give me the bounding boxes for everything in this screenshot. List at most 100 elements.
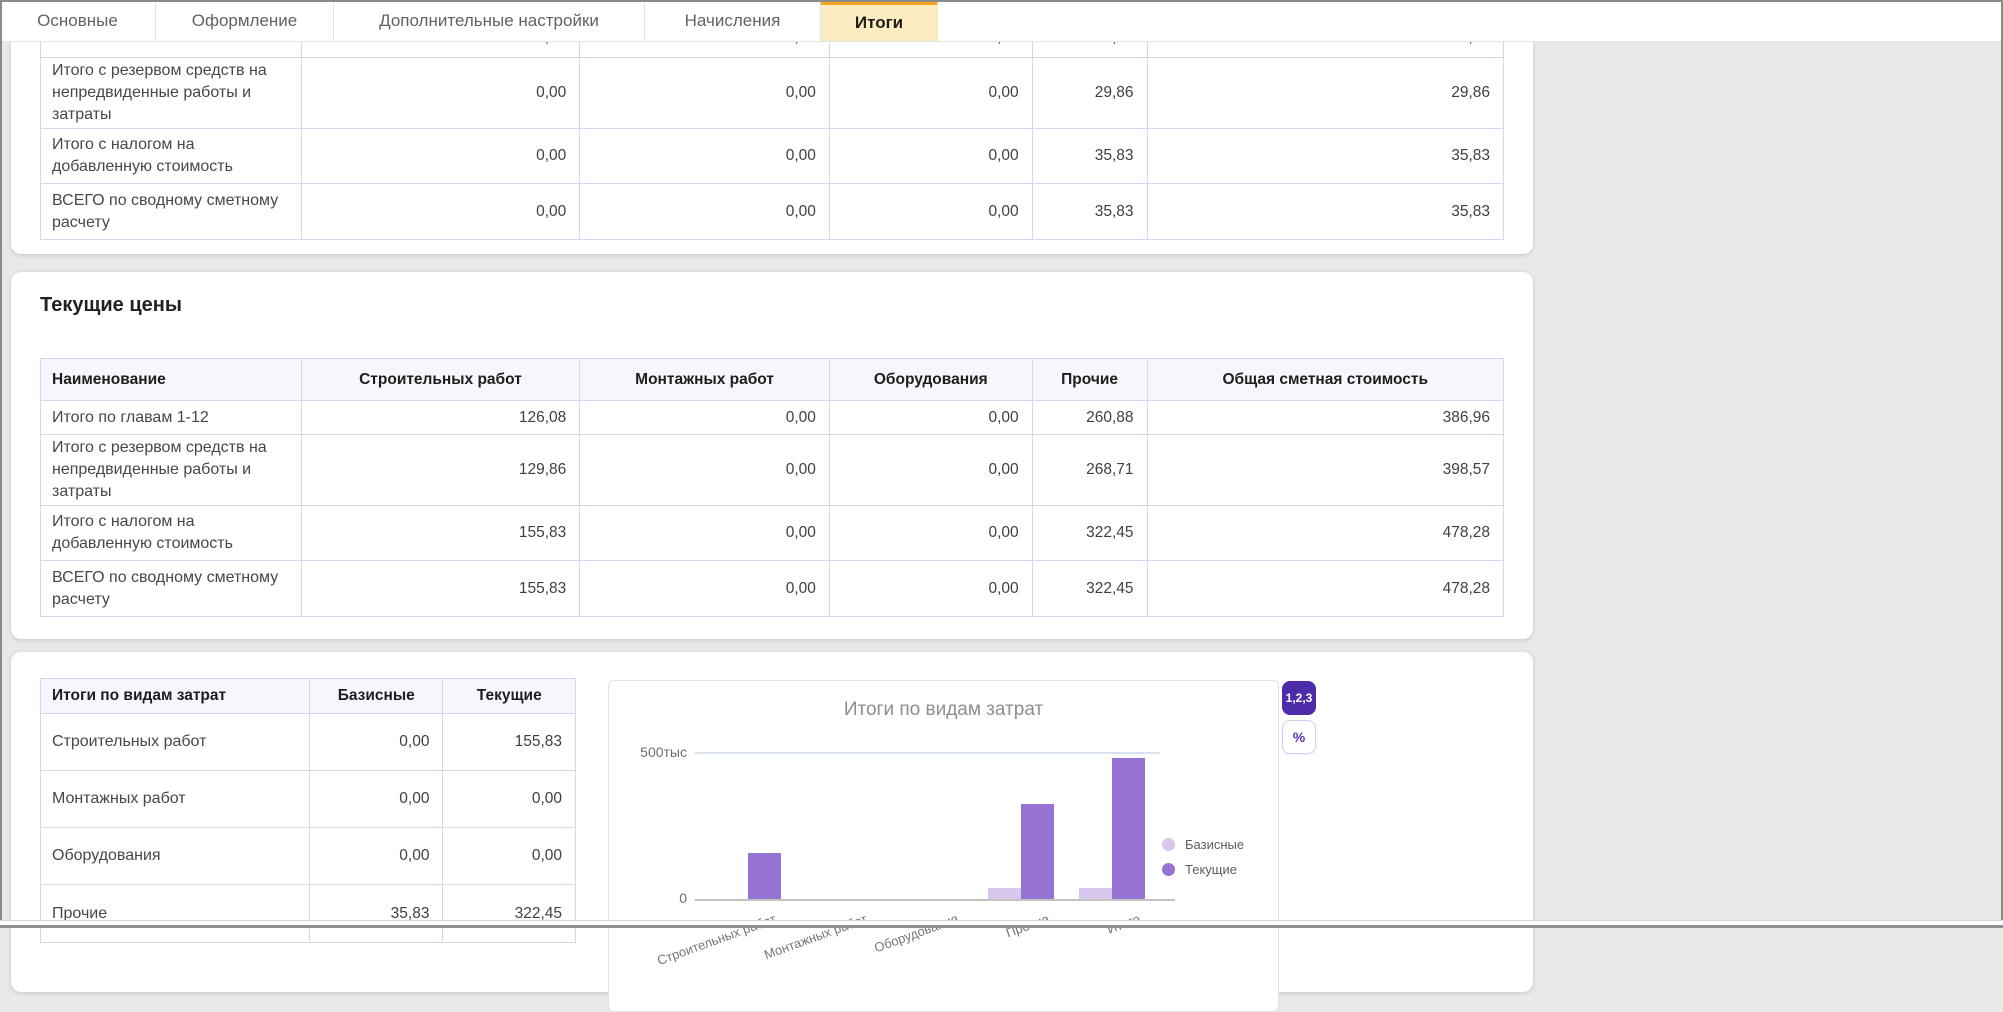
- row-label-cell: Прочие: [41, 885, 310, 942]
- table-row: Строительных работ 0,00 155,83: [41, 714, 575, 771]
- value-cell: Прочие: [1033, 359, 1148, 400]
- totals-by-cost-type-table: Итоги по видам затрат Базисные Текущие Стро…: [40, 678, 576, 943]
- table-row: Прочие 35,83 322,45: [41, 885, 575, 942]
- legend-color-dot: [1162, 838, 1175, 851]
- value-cell: 0,00: [830, 561, 1033, 616]
- value-cell: 386,96: [1442, 408, 1490, 426]
- value-cell: 268,71: [1033, 435, 1148, 505]
- value-cell: 0,00: [310, 771, 444, 827]
- value-cell: 0,00: [302, 184, 581, 239]
- window-frame-top: [0, 0, 2003, 2]
- row-label-cell: Итого с налогом на добавленную стоимость: [41, 506, 302, 560]
- row-label-cell: Итого по главам 1-12: [41, 401, 302, 434]
- value-cell: 0,00: [830, 506, 1033, 560]
- value-cell: 0,00: [830, 58, 1033, 128]
- value-cell: 35,83: [1451, 147, 1490, 164]
- current-prices-table: Наименование Строительных работ Монтажных …: [40, 358, 1504, 617]
- value-cell: 155,83: [302, 506, 581, 560]
- value-cell: 35,83: [1033, 184, 1148, 239]
- value-cell: Общая сметная стоимость: [1222, 370, 1429, 388]
- value-cell: Оборудования: [830, 359, 1033, 400]
- header-cell: Текущие: [476, 687, 542, 704]
- value-cell: 398,57: [1442, 461, 1490, 478]
- chart-gridline: [695, 752, 1160, 754]
- row-label-cell: Монтажных работ: [41, 771, 310, 827]
- value-cell: 0,00: [580, 58, 830, 128]
- legend-color-dot: [1162, 863, 1175, 876]
- value-cell: 155,83: [514, 733, 562, 750]
- chart-view-numeric-button[interactable]: 1,2,3: [1282, 681, 1316, 715]
- header-cell: Базисные: [310, 679, 444, 713]
- value-cell: 478,28: [1442, 524, 1490, 541]
- value-cell: Строительных работ: [302, 359, 581, 400]
- tab-item-2[interactable]: Дополнительные настройки: [334, 0, 645, 41]
- value-cell: 0,00: [531, 847, 562, 864]
- value-cell: 126,08: [302, 401, 581, 434]
- table-row: Оборудования 0,00 0,00: [41, 828, 575, 885]
- value-cell: 0,00: [531, 790, 562, 807]
- value-cell: 0,00: [580, 184, 830, 239]
- window-frame-bottom: [0, 920, 2003, 928]
- window-frame-left: [0, 0, 2, 928]
- tab-itogi[interactable]: Итоги: [821, 0, 938, 41]
- value-cell: 0,00: [580, 435, 830, 505]
- row-label-cell: Итого с резервом средств на непредвиденн…: [41, 435, 302, 505]
- table-row: ВСЕГО по сводному сметному расчету 0,00 0,…: [41, 184, 1503, 239]
- table-row: Итого с налогом на добавленную стоимость…: [41, 506, 1503, 561]
- value-cell: 0,00: [580, 506, 830, 560]
- totals-bar-chart: Итоги по видам затрат 500тыс 0 Строитель…: [608, 680, 1279, 1012]
- legend-item: Базисные: [1162, 837, 1244, 852]
- value-cell: 0,00: [580, 561, 830, 616]
- value-cell: 0,00: [830, 435, 1033, 505]
- value-cell: 29,86: [1033, 58, 1148, 128]
- table-row: ВСЕГО по сводному сметному расчету 155,83…: [41, 561, 1503, 616]
- bar-base-4: [1079, 888, 1112, 899]
- tab-item-1[interactable]: Оформление: [156, 0, 334, 41]
- value-cell: 0,00: [830, 129, 1033, 183]
- table-row: Монтажных работ 0,00 0,00: [41, 771, 575, 828]
- row-label-cell: ВСЕГО по сводному сметному расчету: [41, 184, 302, 239]
- legend-label: Текущие: [1185, 862, 1237, 877]
- value-cell: 0,00: [302, 58, 581, 128]
- tab-item-0[interactable]: Основные: [0, 0, 156, 41]
- bar-base-3: [988, 888, 1021, 899]
- value-cell: 35,83: [1033, 129, 1148, 183]
- value-cell: 0,00: [580, 401, 830, 434]
- base-prices-card: Итого по главам 1-120,000,000,0028,9928,…: [11, 0, 1533, 254]
- value-cell: 0,00: [310, 828, 444, 884]
- tab-bar: Основные Оформление Дополнительные настрой…: [0, 0, 2003, 42]
- chart-x-axis: [695, 899, 1175, 901]
- totals-card: Итоги по видам затрат Базисные Текущие Стро…: [11, 652, 1533, 1012]
- row-label-cell: Итого с резервом средств на непредвиденн…: [41, 58, 302, 128]
- value-cell: 0,00: [310, 714, 444, 770]
- tab-item-3[interactable]: Начисления: [645, 0, 821, 41]
- value-cell: 35,83: [310, 885, 444, 942]
- table-row: Итого с резервом средств на непредвиденн…: [41, 435, 1503, 506]
- value-cell: 322,45: [1033, 561, 1148, 616]
- window-frame-right: [2001, 0, 2003, 928]
- table-row: Итого с налогом на добавленную стоимость…: [41, 129, 1503, 184]
- y-axis-zero-label: 0: [679, 890, 687, 906]
- value-cell: 0,00: [830, 401, 1033, 434]
- bar-current-3: [1021, 804, 1054, 899]
- chart-legend: Базисные Текущие: [1162, 837, 1244, 887]
- row-label-cell: Наименование: [41, 359, 302, 400]
- y-axis-max-label: 500тыс: [640, 744, 687, 760]
- table-row: Итого с резервом средств на непредвиденн…: [41, 58, 1503, 129]
- row-label-cell: ВСЕГО по сводному сметному расчету: [41, 561, 302, 616]
- value-cell: 155,83: [302, 561, 581, 616]
- value-cell: 0,00: [302, 129, 581, 183]
- value-cell: Монтажных работ: [580, 359, 830, 400]
- value-cell: 35,83: [1451, 202, 1490, 220]
- chart-view-percent-button[interactable]: %: [1282, 720, 1316, 754]
- value-cell: 0,00: [580, 129, 830, 183]
- legend-item: Текущие: [1162, 862, 1244, 877]
- chart-title: Итоги по видам затрат: [843, 699, 1044, 720]
- current-prices-title: Текущие цены: [40, 294, 182, 316]
- bar-current-4: [1112, 758, 1145, 899]
- value-cell: 0,00: [830, 184, 1033, 239]
- row-label-cell: Строительных работ: [41, 714, 310, 770]
- header-cell: Итоги по видам затрат: [41, 679, 310, 713]
- row-label-cell: Итого с налогом на добавленную стоимость: [41, 129, 302, 183]
- bar-current-0: [748, 853, 781, 899]
